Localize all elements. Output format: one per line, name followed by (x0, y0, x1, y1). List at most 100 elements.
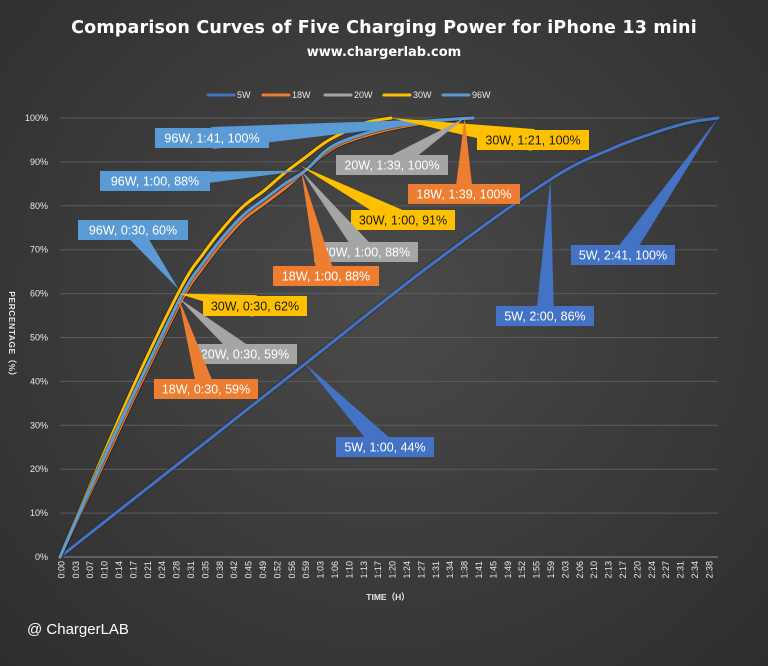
x-tick-label: 0:49 (258, 561, 268, 579)
callout-box (155, 128, 269, 148)
y-tick-label: 20% (30, 464, 48, 474)
callout-box (351, 210, 455, 230)
callout-box (154, 379, 258, 399)
x-tick-label: 2:27 (661, 561, 671, 579)
y-tick-label: 10% (30, 508, 48, 518)
x-tick-label: 1:41 (474, 561, 484, 579)
legend-label: 20W (354, 90, 373, 100)
data-point-96W (141, 376, 143, 378)
data-point-5W (182, 460, 184, 462)
x-tick-label: 1:55 (532, 561, 542, 579)
y-tick-label: 90% (30, 157, 48, 167)
data-point-30W (325, 141, 327, 143)
x-axis-ticks: 0:00 0:03 0:07 0:10 0:14 0:17 0:21 0:24 0:28 0:31… (56, 561, 714, 579)
callout-label: 96W, 0:30, 60% (89, 224, 177, 238)
callout-30W: 30W, 1:00, 91% (301, 166, 455, 230)
x-tick-label: 2:10 (589, 561, 599, 579)
callout-pointer (301, 170, 335, 279)
x-tick-label: 0:24 (157, 561, 167, 579)
data-point-30W (304, 157, 306, 159)
x-tick-label: 0:00 (56, 561, 66, 579)
chart-subtitle: www.chargerlab.com (306, 45, 462, 60)
data-point-30W (243, 205, 245, 207)
x-tick-label: 2:13 (604, 561, 614, 579)
x-tick-label: 0:21 (143, 561, 153, 579)
callout-box (571, 245, 675, 265)
callout-box (336, 155, 448, 175)
series-line-5W (58, 116, 720, 559)
callout-box (203, 296, 307, 316)
data-point-96W (243, 214, 245, 216)
callout-box (273, 266, 379, 286)
callout-5W: 5W, 2:00, 86% (496, 179, 594, 326)
data-point-18W (284, 187, 286, 189)
data-point-5W (672, 126, 674, 128)
y-tick-label: 100% (25, 113, 48, 123)
callout-label: 96W, 1:00, 88% (111, 175, 199, 189)
x-tick-label: 2:03 (560, 561, 570, 579)
x-tick-label: 2:17 (618, 561, 628, 579)
callout-box (100, 171, 210, 191)
x-axis-label: TIME（H） (366, 592, 410, 602)
callout-20W: 20W, 1:39, 100% (336, 118, 465, 175)
callout-30W: 30W, 0:30, 62% (178, 293, 307, 317)
data-point-5W (652, 133, 654, 135)
data-point-96W (345, 139, 347, 141)
data-point-96W (264, 198, 266, 200)
x-tick-label: 1:03 (316, 561, 326, 579)
legend-label: 5W (237, 90, 251, 100)
callout-18W: 18W, 0:30, 59% (154, 297, 258, 399)
callout-5W: 5W, 2:41, 100% (571, 118, 718, 265)
x-tick-label: 1:49 (503, 561, 513, 579)
x-tick-label: 0:14 (114, 561, 124, 579)
series-line-96W (58, 116, 475, 559)
callout-box (78, 220, 188, 240)
data-point-5W (611, 148, 613, 150)
x-tick-label: 0:10 (100, 561, 110, 579)
callout-96W: 96W, 1:41, 100% (155, 118, 473, 149)
data-point-30W (223, 227, 225, 229)
x-tick-label: 1:31 (431, 561, 441, 579)
callouts: 96W, 1:41, 100% 96W, 1:00, 88% 96W, 0:30, … (78, 118, 718, 457)
callout-label: 20W, 1:39, 100% (344, 159, 439, 173)
x-tick-label: 0:31 (186, 561, 196, 579)
data-point-96W (284, 183, 286, 185)
data-point-5W (427, 266, 429, 268)
callout-box (193, 344, 297, 364)
data-point-30W (182, 284, 184, 286)
callout-20W: 20W, 1:00, 88% (301, 170, 418, 262)
callout-5W: 5W, 1:00, 44% (305, 363, 434, 457)
callout-18W: 18W, 1:39, 100% (408, 118, 520, 204)
callout-label: 30W, 1:00, 91% (359, 214, 447, 228)
x-tick-label: 0:38 (215, 561, 225, 579)
callout-label: 30W, 1:21, 100% (485, 134, 580, 148)
callout-box (408, 184, 520, 204)
callout-20W: 20W, 0:30, 59% (178, 297, 297, 364)
data-point-18W (264, 203, 266, 205)
callout-pointer (211, 118, 473, 149)
x-tick-label: 1:13 (359, 561, 369, 579)
x-tick-label: 1:10 (344, 561, 354, 579)
series-line-18W (58, 116, 467, 559)
callout-label: 5W, 2:41, 100% (579, 249, 667, 263)
legend-label: 30W (413, 90, 432, 100)
x-tick-label: 0:17 (128, 561, 138, 579)
y-tick-label: 60% (30, 289, 48, 299)
data-point-96W (100, 464, 102, 466)
x-tick-label: 1:06 (330, 561, 340, 579)
data-point-96W (325, 150, 327, 152)
data-point-96W (202, 262, 204, 264)
x-tick-label: 1:59 (546, 561, 556, 579)
x-tick-label: 0:45 (244, 561, 254, 579)
x-tick-label: 1:52 (517, 561, 527, 579)
callout-box (477, 130, 589, 150)
y-tick-label: 0% (35, 552, 48, 562)
data-point-96W (223, 236, 225, 238)
x-tick-label: 2:06 (575, 561, 585, 579)
x-tick-label: 2:20 (632, 561, 642, 579)
x-tick-label: 1:34 (445, 561, 455, 579)
x-tick-label: 2:31 (676, 561, 686, 579)
x-tick-label: 0:07 (85, 561, 95, 579)
x-tick-label: 1:27 (416, 561, 426, 579)
